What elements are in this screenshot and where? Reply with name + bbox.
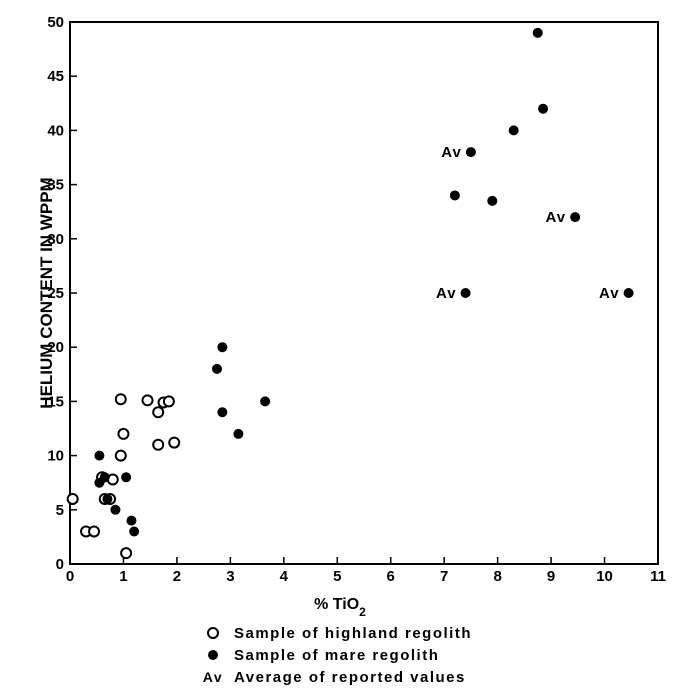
- highland-point: [66, 492, 79, 505]
- highland-point: [117, 427, 130, 440]
- mare-point: [94, 450, 105, 461]
- highland-point: [152, 406, 165, 419]
- x-tick-label: 4: [280, 568, 289, 585]
- mare-point: [212, 363, 222, 374]
- y-tick-label: 50: [47, 14, 64, 31]
- average-label: Av: [599, 285, 620, 302]
- mare-point: [110, 504, 121, 515]
- x-tick-label: 5: [333, 568, 341, 585]
- x-tick-label: 8: [493, 568, 501, 585]
- plot-frame: [69, 21, 659, 565]
- x-tick-label: 6: [387, 568, 395, 585]
- mare-point: [102, 493, 113, 504]
- mare-point: [538, 103, 549, 114]
- legend-item-highland: Sample of highland regolith: [198, 622, 598, 644]
- highland-point: [141, 394, 154, 407]
- average-label: Av: [546, 209, 567, 226]
- mare-point: [260, 396, 271, 407]
- plot-border: [69, 21, 659, 565]
- mare-point: [532, 27, 543, 38]
- y-axis-ticks: 0 5 10 15 20 25 30 35 40 45 50: [47, 14, 77, 573]
- x-axis-ticks: 0 1 2 3 4 5 6 7 8 9 10 11: [66, 557, 666, 585]
- y-tick-label: 40: [47, 122, 64, 139]
- y-tick-label: 20: [47, 339, 64, 356]
- x-tick-label: 11: [650, 568, 666, 585]
- mare-point: [217, 342, 228, 353]
- mare-point: [233, 428, 244, 439]
- mare-point: [121, 472, 132, 483]
- y-tick-label: 0: [56, 556, 64, 573]
- mare-point: [449, 190, 460, 201]
- legend-label: Sample of highland regolith: [234, 624, 473, 642]
- average-point: [465, 147, 476, 158]
- x-tick-label: 10: [596, 568, 613, 585]
- highland-point: [162, 395, 175, 408]
- y-tick-label: 45: [47, 68, 64, 85]
- legend-label: Average of reported values: [234, 668, 466, 686]
- y-tick-label: 35: [47, 177, 64, 194]
- x-tick-label: 9: [547, 568, 555, 585]
- y-tick-label: 30: [47, 231, 64, 248]
- y-tick-label: 25: [47, 285, 64, 302]
- highland-point: [168, 436, 181, 449]
- y-tick-label: 10: [47, 448, 64, 465]
- highland-point: [114, 393, 127, 406]
- legend-item-mare: Sample of mare regolith: [198, 644, 598, 666]
- highland-point: [120, 547, 133, 560]
- y-tick-label: 5: [56, 502, 64, 519]
- highland-point: [88, 525, 101, 538]
- mare-point: [217, 407, 228, 418]
- highland-point: [152, 438, 165, 451]
- mare-point: [99, 472, 110, 483]
- highland-point: [114, 449, 127, 462]
- mare-point: [487, 195, 498, 206]
- y-tick-label: 15: [47, 393, 64, 410]
- x-tick-label: 1: [119, 568, 127, 585]
- average-point: [460, 288, 471, 298]
- legend-label: Sample of mare regolith: [234, 646, 440, 664]
- average-label: Av: [441, 144, 462, 161]
- average-point: [570, 212, 581, 223]
- average-point: [623, 288, 634, 298]
- x-tick-label: 3: [226, 568, 234, 585]
- x-tick-label: 0: [66, 568, 74, 585]
- x-axis-label: % TiO2: [314, 596, 366, 619]
- y-axis-label: HELIUM CONTENT IN WPPM: [37, 177, 56, 408]
- mare-point: [508, 125, 519, 136]
- legend-symbol-av: Av: [202, 669, 224, 685]
- filled-circle-icon: [198, 650, 228, 660]
- average-label: Av: [436, 285, 457, 302]
- legend: Sample of highland regolith Sample of ma…: [198, 622, 598, 688]
- open-circle-icon: [198, 627, 228, 639]
- data-points: Av Av Av Av: [66, 27, 634, 560]
- x-tick-label: 7: [440, 568, 448, 585]
- mare-point: [129, 526, 140, 537]
- x-tick-label: 2: [173, 568, 181, 585]
- legend-item-average: Av Average of reported values: [198, 666, 598, 688]
- mare-point: [126, 515, 137, 526]
